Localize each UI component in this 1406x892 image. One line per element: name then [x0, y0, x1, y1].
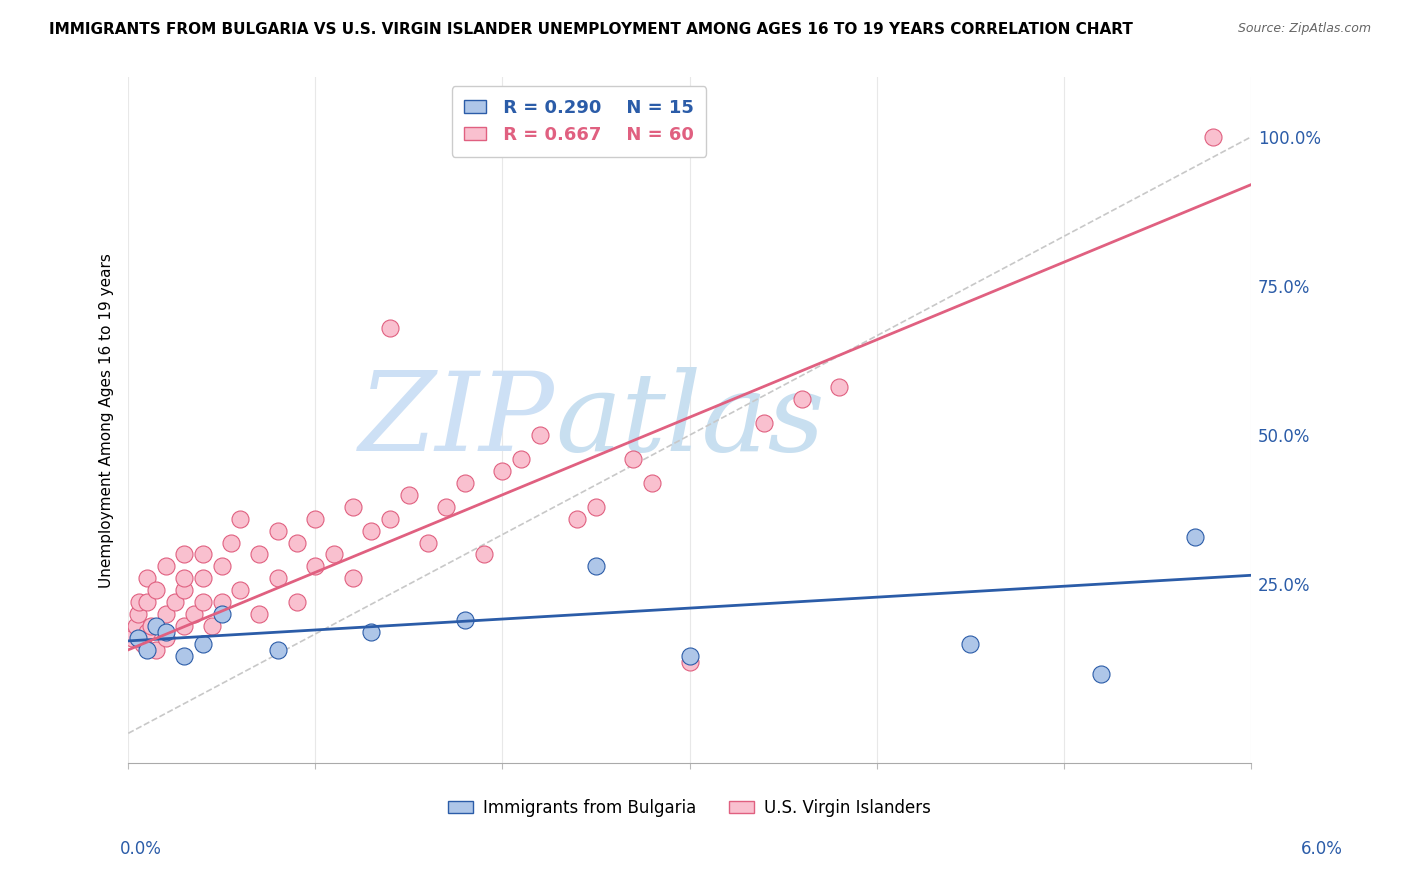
- Point: [267, 571, 290, 585]
- Point: [191, 595, 214, 609]
- Point: [125, 619, 148, 633]
- Point: [145, 643, 167, 657]
- Point: [1090, 666, 1112, 681]
- Point: [219, 535, 242, 549]
- Text: IMMIGRANTS FROM BULGARIA VS U.S. VIRGIN ISLANDER UNEMPLOYMENT AMONG AGES 16 TO 1: IMMIGRANTS FROM BULGARIA VS U.S. VIRGIN …: [49, 22, 1133, 37]
- Point: [360, 524, 382, 538]
- Point: [434, 500, 457, 514]
- Point: [127, 631, 149, 645]
- Point: [173, 548, 195, 562]
- Point: [145, 583, 167, 598]
- Point: [136, 571, 159, 585]
- Point: [155, 559, 177, 574]
- Point: [191, 548, 214, 562]
- Point: [211, 559, 233, 574]
- Point: [121, 631, 143, 645]
- Point: [567, 511, 589, 525]
- Point: [342, 500, 364, 514]
- Point: [155, 607, 177, 621]
- Point: [136, 643, 159, 657]
- Legend: Immigrants from Bulgaria, U.S. Virgin Islanders: Immigrants from Bulgaria, U.S. Virgin Is…: [441, 792, 938, 823]
- Point: [828, 380, 851, 394]
- Point: [342, 571, 364, 585]
- Point: [285, 595, 308, 609]
- Point: [173, 571, 195, 585]
- Text: atlas: atlas: [555, 367, 824, 474]
- Point: [285, 535, 308, 549]
- Point: [641, 475, 664, 490]
- Point: [247, 607, 270, 621]
- Point: [191, 637, 214, 651]
- Point: [585, 500, 607, 514]
- Y-axis label: Unemployment Among Ages 16 to 19 years: Unemployment Among Ages 16 to 19 years: [100, 252, 114, 588]
- Point: [790, 392, 813, 407]
- Point: [183, 607, 205, 621]
- Point: [173, 619, 195, 633]
- Point: [139, 619, 162, 633]
- Point: [229, 511, 252, 525]
- Text: 6.0%: 6.0%: [1301, 840, 1343, 858]
- Point: [678, 648, 700, 663]
- Point: [229, 583, 252, 598]
- Point: [959, 637, 981, 651]
- Point: [173, 583, 195, 598]
- Point: [201, 619, 224, 633]
- Point: [380, 321, 402, 335]
- Point: [155, 624, 177, 639]
- Point: [398, 488, 420, 502]
- Point: [472, 548, 495, 562]
- Point: [621, 452, 644, 467]
- Point: [267, 643, 290, 657]
- Point: [323, 548, 346, 562]
- Point: [416, 535, 439, 549]
- Point: [173, 648, 195, 663]
- Point: [1202, 130, 1225, 145]
- Point: [304, 559, 326, 574]
- Point: [211, 595, 233, 609]
- Point: [510, 452, 533, 467]
- Point: [211, 607, 233, 621]
- Point: [304, 511, 326, 525]
- Point: [678, 655, 700, 669]
- Point: [128, 595, 150, 609]
- Point: [127, 607, 149, 621]
- Text: ZIP: ZIP: [359, 367, 555, 474]
- Point: [136, 595, 159, 609]
- Point: [267, 524, 290, 538]
- Point: [132, 637, 155, 651]
- Point: [155, 631, 177, 645]
- Point: [247, 548, 270, 562]
- Point: [380, 511, 402, 525]
- Point: [491, 464, 513, 478]
- Point: [360, 624, 382, 639]
- Text: 0.0%: 0.0%: [120, 840, 162, 858]
- Point: [191, 571, 214, 585]
- Point: [585, 559, 607, 574]
- Point: [136, 624, 159, 639]
- Text: Source: ZipAtlas.com: Source: ZipAtlas.com: [1237, 22, 1371, 36]
- Point: [145, 619, 167, 633]
- Point: [163, 595, 186, 609]
- Point: [529, 428, 551, 442]
- Point: [454, 613, 477, 627]
- Point: [1184, 530, 1206, 544]
- Point: [754, 417, 776, 431]
- Point: [454, 475, 477, 490]
